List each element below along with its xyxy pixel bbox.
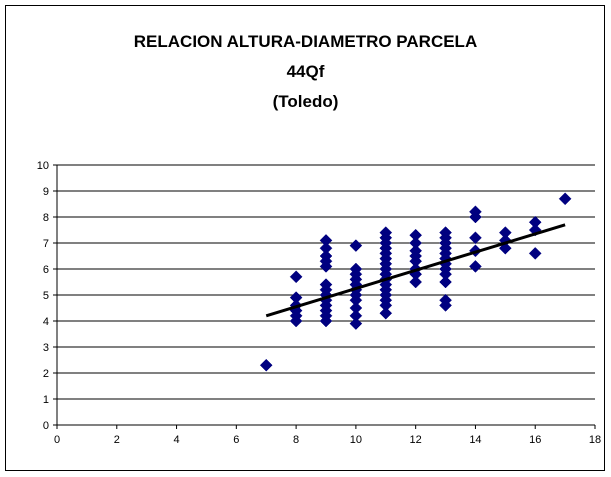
data-point-diamond xyxy=(469,205,482,219)
data-point-diamond xyxy=(439,275,452,289)
data-point-diamond xyxy=(349,309,363,323)
tick-label-y: 3 xyxy=(43,342,49,354)
data-point-diamond xyxy=(528,215,542,229)
data-point-diamond xyxy=(439,293,452,307)
data-point-diamond xyxy=(409,236,423,250)
tick-label-y: 2 xyxy=(43,368,49,380)
data-point-diamond xyxy=(528,247,542,260)
axes xyxy=(53,164,596,429)
tick-label-y: 1 xyxy=(43,394,49,406)
tick-label-y: 0 xyxy=(43,420,49,432)
tick-label-y: 7 xyxy=(43,238,49,250)
tick-label-x: 8 xyxy=(293,434,299,446)
tick-label-x: 14 xyxy=(469,434,481,446)
data-point-diamond xyxy=(409,244,423,258)
data-point-diamond xyxy=(469,231,482,245)
trendline-layer xyxy=(265,223,566,318)
tick-label-y: 6 xyxy=(43,264,49,276)
tick-label-y: 10 xyxy=(37,160,49,172)
data-points xyxy=(259,192,572,372)
chart-title-line-2: 44Qf xyxy=(286,62,325,81)
tick-label-x: 2 xyxy=(114,434,120,446)
data-point-diamond xyxy=(319,234,333,247)
tick-label-y: 4 xyxy=(43,316,49,328)
data-point-diamond xyxy=(349,239,363,252)
data-point-diamond xyxy=(259,358,273,372)
data-point-diamond xyxy=(319,278,333,291)
data-point-diamond xyxy=(349,301,363,315)
data-point-diamond xyxy=(379,226,393,239)
data-point-diamond xyxy=(409,275,423,289)
tick-label-x: 16 xyxy=(529,434,541,446)
tick-label-x: 4 xyxy=(173,434,179,446)
data-point-diamond xyxy=(349,262,363,276)
data-point-diamond xyxy=(558,192,572,206)
trendline xyxy=(265,223,566,318)
data-point-diamond xyxy=(498,226,512,239)
tick-label-x: 10 xyxy=(350,434,362,446)
data-point-diamond xyxy=(469,260,482,273)
data-point-diamond xyxy=(349,317,363,330)
tick-label-y: 9 xyxy=(43,186,49,198)
chart-title-line-1: RELACION ALTURA-DIAMETRO PARCELA xyxy=(133,32,478,51)
tick-label-y: 5 xyxy=(43,290,49,302)
data-point-diamond xyxy=(409,228,423,242)
chart-title-line-3: (Toledo) xyxy=(272,92,339,111)
data-point-diamond xyxy=(319,249,333,263)
data-point-diamond xyxy=(289,291,303,304)
tick-label-x: 18 xyxy=(589,434,601,446)
tick-label-y: 8 xyxy=(43,212,49,224)
tick-label-x: 6 xyxy=(233,434,239,446)
tick-label-x: 0 xyxy=(54,434,60,446)
tick-label-x: 12 xyxy=(410,434,422,446)
data-point-diamond xyxy=(379,306,393,320)
data-point-diamond xyxy=(439,226,452,239)
data-point-diamond xyxy=(319,241,333,255)
data-point-diamond xyxy=(289,270,303,284)
